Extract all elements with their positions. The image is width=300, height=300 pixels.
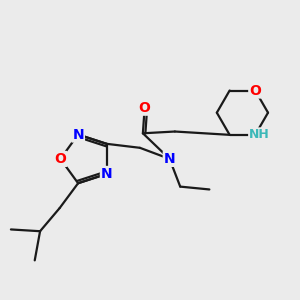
Text: O: O	[139, 101, 151, 115]
Text: N: N	[101, 167, 112, 181]
Text: N: N	[72, 128, 84, 142]
Text: O: O	[55, 152, 66, 166]
Text: NH: NH	[249, 128, 270, 141]
Text: N: N	[164, 152, 176, 166]
Text: O: O	[249, 83, 261, 98]
